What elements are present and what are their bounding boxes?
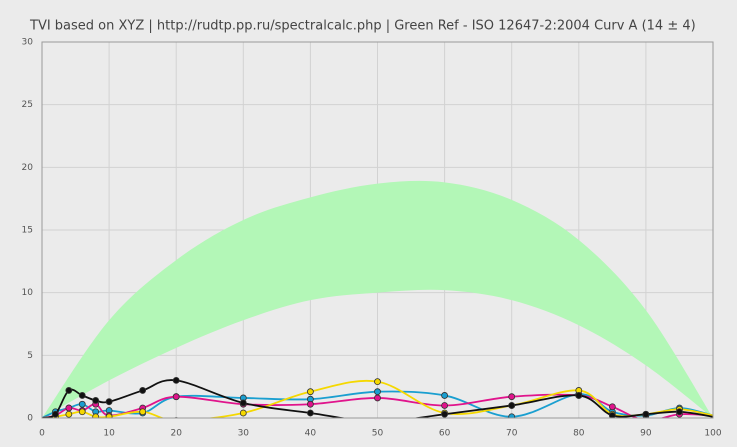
data-point xyxy=(374,388,381,396)
data-point xyxy=(65,404,73,412)
x-tick-label: 100 xyxy=(704,429,721,439)
data-point xyxy=(139,387,147,394)
data-point xyxy=(65,387,73,394)
data-point xyxy=(608,412,616,418)
y-tick-label: 10 xyxy=(22,288,34,298)
x-tick-label: 50 xyxy=(372,429,384,439)
data-point xyxy=(374,378,381,386)
y-tick-label: 20 xyxy=(22,163,34,173)
data-point xyxy=(92,397,100,404)
y-tick-label: 30 xyxy=(22,38,34,48)
data-point xyxy=(172,393,180,401)
data-point xyxy=(306,409,314,417)
plot-frame xyxy=(41,41,714,419)
y-tick-label: 0 xyxy=(27,414,33,424)
x-tick-label: 80 xyxy=(573,429,585,439)
data-point xyxy=(78,400,86,408)
data-point xyxy=(608,403,616,411)
data-point xyxy=(105,398,113,406)
data-point xyxy=(508,393,516,401)
data-point xyxy=(441,402,449,409)
data-point xyxy=(575,392,583,399)
data-point xyxy=(239,399,247,407)
x-tick-label: 40 xyxy=(305,429,317,439)
x-tick-label: 20 xyxy=(170,429,182,439)
data-point xyxy=(676,408,683,416)
data-point xyxy=(65,410,73,418)
y-tick-label: 15 xyxy=(22,226,33,236)
y-tick-label: 25 xyxy=(22,100,33,110)
data-point xyxy=(78,392,86,399)
data-point xyxy=(139,408,147,416)
data-point xyxy=(441,392,449,399)
data-point xyxy=(642,410,650,418)
x-tick-label: 90 xyxy=(640,429,652,439)
plot-area xyxy=(42,180,713,425)
y-tick-label: 5 xyxy=(27,351,33,361)
data-point xyxy=(78,408,86,416)
x-tick-label: 70 xyxy=(506,429,518,439)
data-point xyxy=(105,413,113,418)
data-point xyxy=(239,409,247,417)
tolerance-band xyxy=(42,180,713,418)
x-tick-label: 60 xyxy=(439,429,451,439)
data-point xyxy=(508,402,516,409)
data-point xyxy=(52,410,59,418)
chart-title: TVI based on XYZ | http://rudtp.pp.ru/sp… xyxy=(29,19,696,34)
x-tick-label: 30 xyxy=(238,429,250,439)
data-point xyxy=(92,413,100,418)
data-point xyxy=(441,410,449,418)
x-tick-label: 0 xyxy=(39,429,45,439)
x-tick-label: 10 xyxy=(103,429,115,439)
data-point xyxy=(375,419,381,425)
data-point xyxy=(306,400,314,408)
data-point xyxy=(508,413,516,418)
data-point xyxy=(374,394,381,402)
data-point xyxy=(306,388,314,396)
data-point xyxy=(172,376,180,384)
